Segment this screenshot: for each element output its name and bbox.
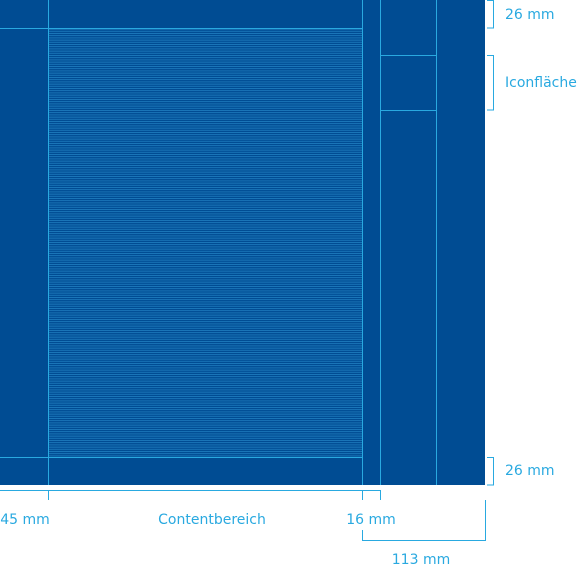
gutter-label: 16 mm xyxy=(346,512,396,528)
content-area-label: Contentbereich xyxy=(158,512,266,528)
top-margin-label: 26 mm xyxy=(505,7,555,23)
sidebar-width-label: 113 mm xyxy=(392,552,450,568)
content-hatch xyxy=(48,28,362,457)
left-margin-label: 45 mm xyxy=(0,512,50,528)
grid-lines xyxy=(0,0,437,485)
bottom-margin-label: 26 mm xyxy=(505,463,555,479)
dimension-brackets xyxy=(0,0,494,541)
icon-area-label: Iconfläche xyxy=(505,75,577,91)
